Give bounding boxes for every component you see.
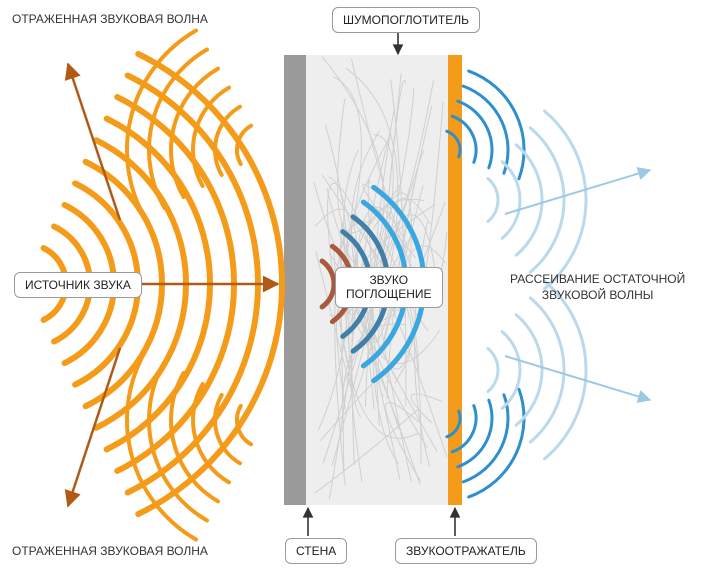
residual-upper [488, 111, 586, 289]
absorber-label-box: ШУМОПОГЛОТИТЕЛЬ [332, 7, 480, 33]
absorption-label-box: ЗВУКО ПОГЛОЩЕНИЕ [335, 267, 443, 308]
reflector-label-box: ЗВУКООТРАЖАТЕЛЬ [395, 538, 537, 564]
wall-label-box: СТЕНА [285, 538, 347, 564]
residual-lower [488, 281, 586, 459]
residual-arrow-up [505, 170, 650, 214]
source-label-box: ИСТОЧНИК ЗВУКА [14, 272, 142, 298]
reflector-layer [448, 55, 462, 505]
reflected-bottom-caption: ОТРАЖЕННАЯ ЗВУКОВАЯ ВОЛНА [12, 544, 208, 560]
residual-arrow-down [505, 356, 650, 400]
wall-layer [284, 55, 306, 505]
reflected-top-caption: ОТРАЖЕННАЯ ЗВУКОВАЯ ВОЛНА [12, 12, 208, 28]
residual-caption: РАССЕИВАНИЕ ОСТАТОЧНОЙ ЗВУКОВОЙ ВОЛНЫ [510, 272, 685, 303]
